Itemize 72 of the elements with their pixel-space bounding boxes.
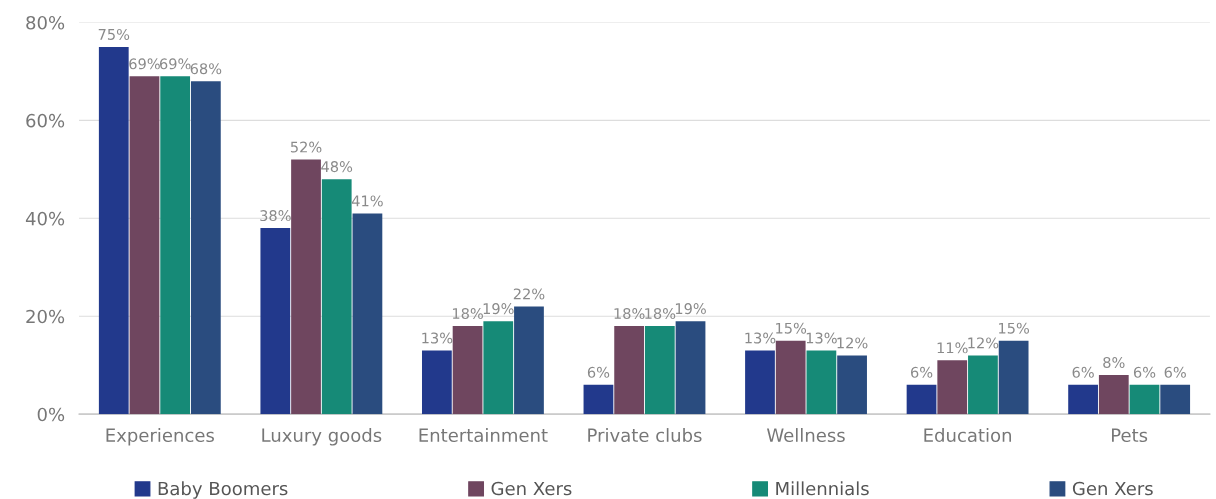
bar bbox=[675, 321, 706, 415]
data-label: 52% bbox=[290, 141, 322, 153]
bar bbox=[98, 46, 129, 415]
data-label: 8% bbox=[1103, 356, 1125, 369]
data-label: 13% bbox=[745, 332, 776, 344]
bar bbox=[422, 350, 452, 415]
y-tick-label: 0% bbox=[37, 407, 65, 422]
y-tick-label: 20% bbox=[26, 309, 65, 324]
data-label: 22% bbox=[513, 288, 545, 300]
data-label: 6% bbox=[587, 366, 610, 378]
bar bbox=[745, 350, 775, 415]
x-tick-label: Luxury goods bbox=[262, 428, 382, 446]
bar bbox=[1129, 384, 1160, 415]
bar bbox=[906, 384, 937, 415]
bar bbox=[160, 76, 191, 415]
data-label: 18% bbox=[645, 308, 676, 320]
bar bbox=[291, 159, 321, 415]
bar bbox=[452, 326, 483, 415]
data-label: 13% bbox=[422, 332, 453, 344]
x-tick-label: Education bbox=[924, 428, 1011, 443]
bar bbox=[1068, 384, 1098, 415]
legend-label: Baby Boomers bbox=[158, 481, 288, 499]
x-tick-label: Pets bbox=[1112, 428, 1148, 443]
bar bbox=[998, 340, 1029, 415]
bar bbox=[260, 228, 291, 415]
bar bbox=[837, 355, 867, 415]
data-label: 15% bbox=[999, 322, 1030, 334]
bar bbox=[514, 306, 544, 415]
bar bbox=[483, 321, 514, 415]
data-label: 18% bbox=[452, 308, 483, 320]
x-tick-label: Private clubs bbox=[588, 428, 702, 443]
data-label: 12% bbox=[837, 337, 868, 349]
bar bbox=[806, 350, 837, 415]
legend-label: Millennials bbox=[776, 481, 869, 496]
data-label: 6% bbox=[911, 366, 933, 378]
bar bbox=[937, 360, 968, 415]
bar bbox=[352, 213, 383, 415]
data-label: 11% bbox=[937, 342, 968, 354]
y-tick-label: 80% bbox=[26, 15, 65, 30]
bar bbox=[321, 179, 352, 415]
x-tick-label: Experiences bbox=[106, 428, 214, 446]
data-label: 68% bbox=[190, 63, 222, 75]
data-label: 48% bbox=[321, 161, 353, 173]
data-label: 75% bbox=[98, 28, 130, 40]
y-tick-label: 60% bbox=[26, 113, 65, 128]
bar bbox=[1160, 384, 1191, 415]
data-label: 41% bbox=[351, 195, 383, 207]
bar bbox=[583, 384, 614, 415]
legend-label: Gen Xers bbox=[491, 481, 572, 496]
x-tick-label: Entertainment bbox=[419, 428, 548, 443]
data-label: 19% bbox=[675, 303, 706, 315]
bar bbox=[190, 81, 221, 415]
x-tick-label: Wellness bbox=[766, 428, 845, 443]
legend-label: Gen Xers bbox=[1072, 481, 1153, 496]
data-label: 12% bbox=[968, 337, 999, 349]
bar bbox=[1098, 375, 1129, 415]
data-label: 15% bbox=[776, 322, 807, 334]
data-label: 6% bbox=[1072, 366, 1094, 378]
data-label: 6% bbox=[1164, 366, 1186, 378]
data-label: 38% bbox=[260, 210, 291, 222]
data-label: 19% bbox=[483, 303, 514, 315]
y-tick-label: 40% bbox=[25, 211, 65, 226]
bar bbox=[775, 340, 806, 415]
data-label: 18% bbox=[614, 308, 645, 320]
data-label: 69% bbox=[129, 58, 160, 70]
bar bbox=[968, 355, 998, 415]
bar bbox=[129, 76, 160, 415]
bar bbox=[644, 326, 675, 415]
data-label: 13% bbox=[806, 332, 837, 344]
data-label: 6% bbox=[1133, 366, 1156, 378]
data-label: 69% bbox=[159, 58, 191, 70]
bar bbox=[614, 326, 645, 415]
